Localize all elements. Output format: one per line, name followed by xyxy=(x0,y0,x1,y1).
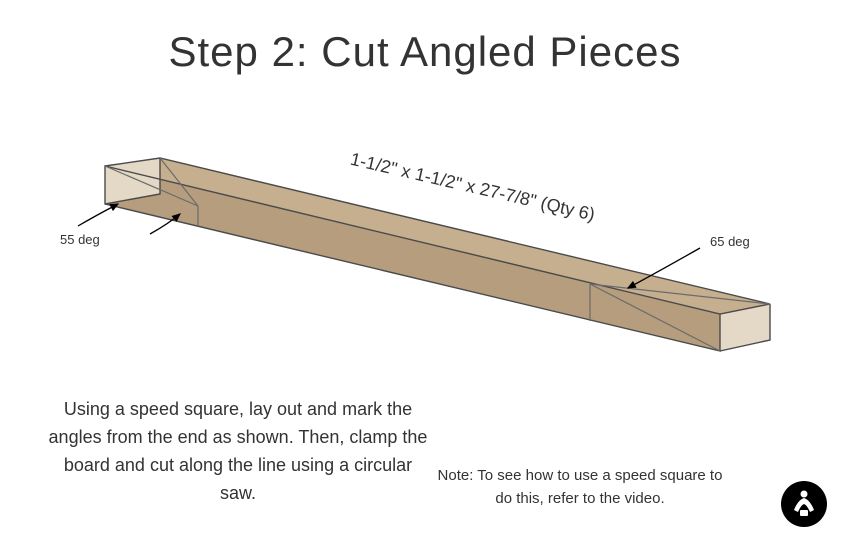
note-text: Note: To see how to use a speed square t… xyxy=(430,465,730,510)
board-diagram: 1-1/2" x 1-1/2" x 27-7/8" (Qty 6) 55 deg… xyxy=(0,76,850,366)
right-angle-label: 65 deg xyxy=(710,234,750,249)
left-angle-label: 55 deg xyxy=(60,232,100,247)
board-side-face xyxy=(105,166,720,351)
board-svg xyxy=(0,76,850,366)
page-title: Step 2: Cut Angled Pieces xyxy=(0,0,850,76)
brand-logo xyxy=(780,480,828,528)
instructions-text: Using a speed square, lay out and mark t… xyxy=(48,396,428,508)
